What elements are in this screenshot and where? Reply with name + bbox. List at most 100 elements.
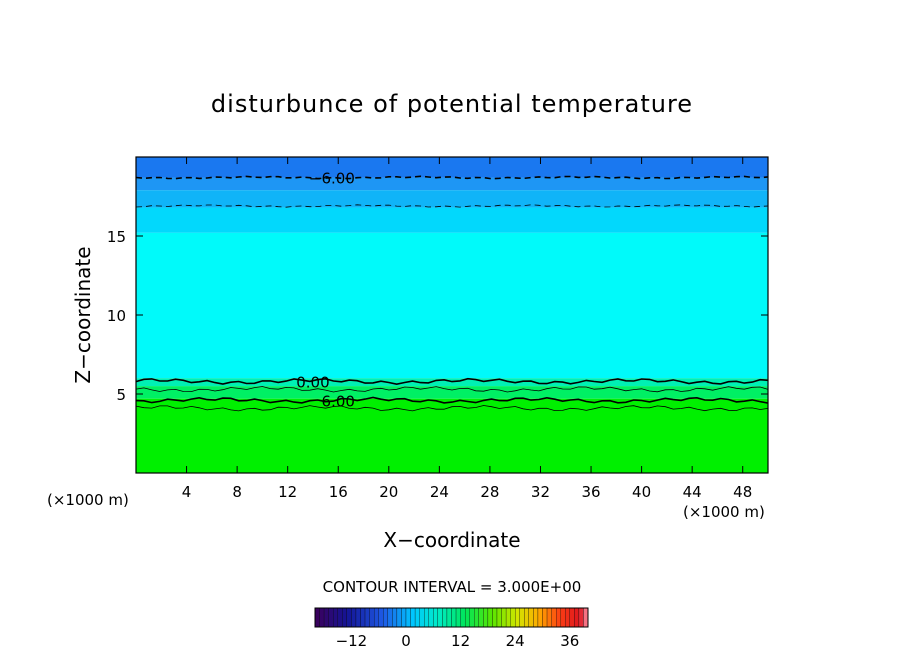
colorbar-tick-label-1: 0	[401, 632, 411, 650]
colorbar-cell-48	[533, 607, 539, 628]
colorbar-cell-35	[474, 607, 479, 628]
colorbar: −12 0 12 24 36	[314, 607, 589, 650]
colorbar-cell-2	[323, 607, 329, 628]
colorbar-cell-57	[574, 607, 580, 628]
contour-interval-text: CONTOUR INTERVAL = 3.000E+00	[323, 578, 582, 596]
colorbar-cell-15	[383, 607, 388, 628]
contour-line-0	[135, 175, 769, 180]
colorbar-cell-24	[424, 607, 429, 628]
band-0	[136, 157, 768, 178]
contour-line-4	[135, 396, 769, 404]
colorbar-cell-1	[319, 607, 325, 628]
x-tick-label-6: 28	[480, 483, 499, 501]
colorbar-tick-label-0: −12	[336, 632, 368, 650]
contour-label-4: 6.00	[322, 392, 355, 410]
colorbar-cell-9	[355, 607, 361, 628]
contour-label-0: −6.00	[309, 170, 355, 188]
x-tick-label-7: 32	[531, 483, 550, 501]
colorbar-cell-5	[337, 607, 343, 628]
colorbar-cell-49	[537, 607, 543, 628]
y-tick-label-2: 15	[107, 228, 126, 246]
contour-label-2: 0.00	[296, 373, 329, 391]
x-tick-label-3: 16	[329, 483, 348, 501]
colorbar-cell-26	[433, 607, 438, 628]
band-2	[136, 190, 768, 208]
colorbar-cell-59	[583, 607, 589, 628]
colorbar-cell-33	[464, 607, 470, 628]
colorbar-cell-7	[346, 607, 352, 628]
colorbar-cell-29	[446, 607, 452, 628]
plot-area: −6.00 0.006.00	[135, 157, 769, 473]
colorbar-cell-46	[524, 607, 529, 628]
band-1	[136, 177, 768, 191]
colorbar-cell-16	[387, 607, 393, 628]
colorbar-cell-6	[342, 607, 347, 628]
x-tick-label-10: 44	[683, 483, 702, 501]
colorbar-cell-17	[392, 607, 398, 628]
x-tick-label-2: 12	[278, 483, 297, 501]
x-tick-label-0: 4	[182, 483, 192, 501]
colorbar-cell-4	[333, 607, 338, 628]
colorbar-cell-37	[483, 607, 489, 628]
colorbar-cell-44	[515, 607, 520, 628]
band-6	[136, 386, 768, 399]
colorbar-cell-19	[401, 607, 407, 628]
x-tick-label-5: 24	[430, 483, 449, 501]
y-tick-label-1: 10	[107, 307, 126, 325]
colorbar-cell-18	[396, 607, 402, 628]
colorbar-cell-53	[556, 607, 561, 628]
chart-title: disturbunce of potential temperature	[211, 90, 693, 118]
colorbar-cell-43	[510, 607, 516, 628]
x-tick-label-11: 48	[733, 483, 752, 501]
colorbar-cell-54	[560, 607, 566, 628]
colorbar-tick-label-3: 24	[506, 632, 525, 650]
colorbar-cell-39	[492, 607, 498, 628]
colorbar-cell-32	[460, 607, 466, 628]
colorbar-cell-0	[314, 607, 320, 628]
colorbar-cell-25	[428, 607, 434, 628]
colorbar-cell-36	[478, 607, 484, 628]
x-tick-label-8: 36	[581, 483, 600, 501]
colorbar-tick-label-2: 12	[451, 632, 470, 650]
contour-line-5	[135, 405, 769, 412]
colorbar-cell-58	[578, 607, 584, 628]
x-tick-label-1: 8	[232, 483, 242, 501]
colorbar-cell-38	[487, 607, 493, 628]
colorbar-cell-20	[405, 607, 411, 628]
colorbar-cell-3	[328, 607, 334, 628]
colorbar-cell-41	[501, 607, 507, 628]
band-7	[136, 398, 768, 473]
x-tick-label-4: 20	[379, 483, 398, 501]
contour-line-1	[135, 204, 769, 208]
colorbar-frame	[314, 607, 589, 628]
colorbar-cell-40	[496, 607, 502, 628]
colorbar-cell-31	[455, 607, 461, 628]
colorbar-cell-12	[369, 607, 375, 628]
colorbar-cell-10	[360, 607, 366, 628]
colorbar-cell-52	[551, 607, 557, 628]
colorbar-cell-22	[414, 607, 420, 628]
colorbar-cell-56	[569, 607, 575, 628]
y-axis-label: Z−coordinate	[71, 246, 95, 383]
colorbar-cell-47	[528, 607, 534, 628]
colorbar-tick-label-4: 36	[560, 632, 579, 650]
colorbar-cell-11	[364, 607, 370, 628]
colorbar-cell-51	[546, 607, 552, 628]
y-tick-label-0: 5	[116, 386, 126, 404]
colorbar-cell-30	[451, 607, 457, 628]
contour-line-2	[135, 377, 769, 386]
band-3	[136, 207, 768, 233]
colorbar-cell-50	[542, 607, 548, 628]
colorbar-cell-27	[437, 607, 443, 628]
colorbar-cell-23	[419, 607, 425, 628]
colorbar-cell-14	[378, 607, 384, 628]
colorbar-cell-8	[351, 607, 357, 628]
x-axis-label: X−coordinate	[383, 528, 520, 552]
contour-line-3	[135, 386, 769, 393]
band-4	[136, 232, 768, 379]
colorbar-cell-45	[519, 607, 525, 628]
colorbar-cell-34	[469, 607, 475, 628]
